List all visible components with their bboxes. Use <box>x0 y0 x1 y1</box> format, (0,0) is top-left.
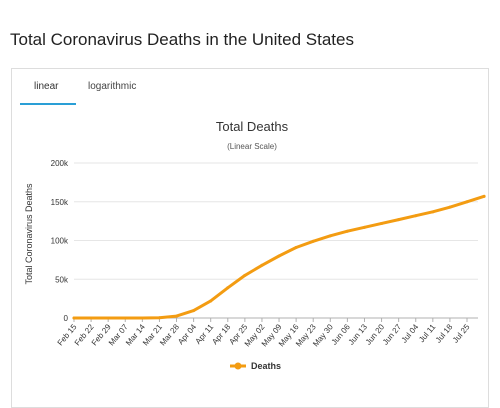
active-tab-indicator <box>20 103 76 105</box>
data-point-deaths[interactable] <box>431 210 435 214</box>
data-point-deaths[interactable] <box>294 245 298 249</box>
data-point-deaths[interactable] <box>123 316 127 320</box>
y-tick-label: 150k <box>51 198 69 207</box>
data-point-deaths[interactable] <box>157 316 161 320</box>
data-point-deaths[interactable] <box>243 273 247 277</box>
data-point-deaths[interactable] <box>277 254 281 258</box>
data-point-deaths[interactable] <box>140 316 144 320</box>
y-tick-label: 200k <box>51 159 69 168</box>
x-tick-label: Jul 11 <box>417 322 438 344</box>
y-axis-label: Total Coronavirus Deaths <box>24 183 34 285</box>
data-point-deaths[interactable] <box>192 309 196 313</box>
y-tick-label: 50k <box>55 275 69 284</box>
data-point-deaths[interactable] <box>226 286 230 290</box>
data-point-deaths[interactable] <box>328 234 332 238</box>
legend-label-deaths: Deaths <box>251 361 281 371</box>
x-tick-label: Jul 25 <box>451 322 472 345</box>
data-point-deaths[interactable] <box>209 299 213 303</box>
page-title: Total Coronavirus Deaths in the United S… <box>10 30 354 49</box>
data-point-deaths[interactable] <box>260 263 264 267</box>
x-tick-label: Jul 04 <box>400 322 421 345</box>
data-point-deaths[interactable] <box>380 221 384 225</box>
data-point-deaths[interactable] <box>448 205 452 209</box>
data-point-deaths[interactable] <box>397 218 401 222</box>
data-point-deaths[interactable] <box>72 316 76 320</box>
data-point-deaths[interactable] <box>106 316 110 320</box>
data-point-deaths[interactable] <box>175 314 179 318</box>
data-point-deaths[interactable] <box>345 229 349 233</box>
chart-panel: linear logarithmic Total Deaths (Linear … <box>11 68 489 408</box>
x-tick-label: Mar 28 <box>158 322 181 347</box>
legend[interactable]: Deaths <box>230 361 281 371</box>
legend-marker-deaths <box>234 362 242 370</box>
total-deaths-chart: Total Deaths (Linear Scale) Total Corona… <box>24 119 486 371</box>
data-point-deaths[interactable] <box>311 239 315 243</box>
x-tick-label: Jul 18 <box>434 322 455 345</box>
data-point-deaths[interactable] <box>414 214 418 218</box>
tab-linear[interactable]: linear <box>34 81 59 92</box>
data-point-deaths[interactable] <box>465 200 469 204</box>
x-tick-label: Jun 27 <box>381 322 404 347</box>
data-point-deaths[interactable] <box>89 316 93 320</box>
data-point-deaths[interactable] <box>482 194 486 198</box>
chart-title: Total Deaths <box>216 119 289 134</box>
chart-subtitle: (Linear Scale) <box>227 142 277 151</box>
data-point-deaths[interactable] <box>362 225 366 229</box>
y-tick-label: 0 <box>64 314 69 323</box>
y-tick-label: 100k <box>51 237 69 246</box>
tab-logarithmic[interactable]: logarithmic <box>88 81 137 92</box>
